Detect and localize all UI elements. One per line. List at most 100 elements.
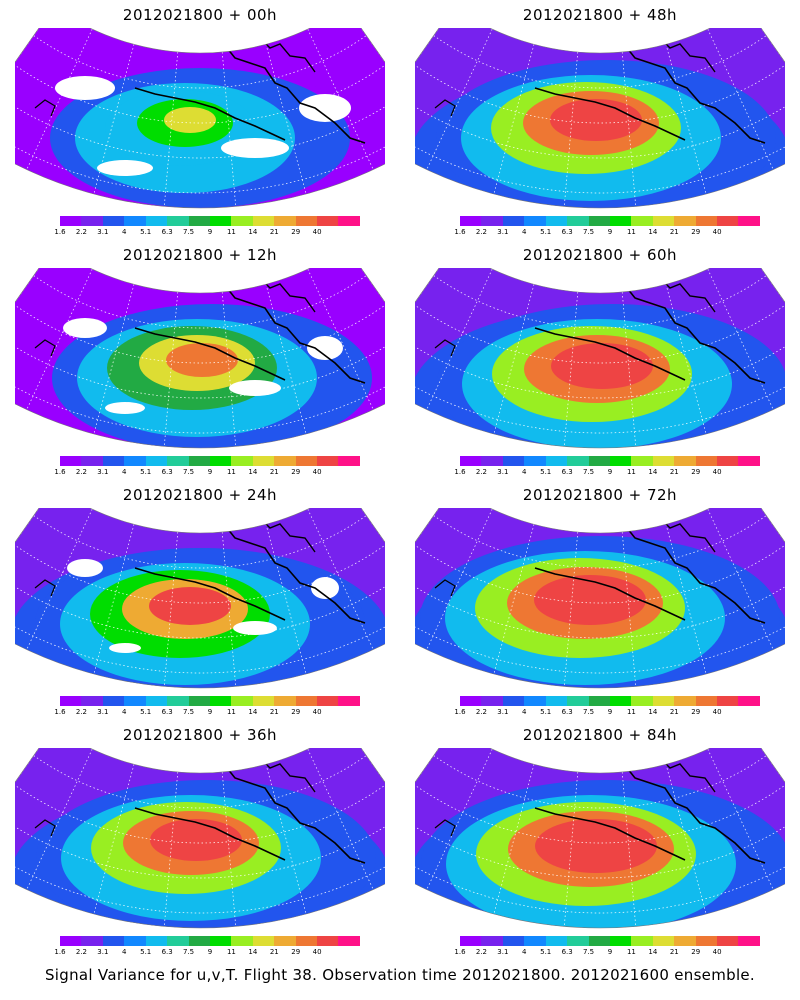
colorbar-tick-label: 6.3	[161, 468, 173, 476]
colorbar-tick-label: 14	[248, 228, 258, 236]
colorbar-tick-label: 29	[291, 228, 301, 236]
colorbar-tick-label: 6.3	[161, 948, 173, 956]
colorbar-swatch	[460, 696, 482, 706]
colorbar-swatch	[545, 696, 568, 706]
colorbar-swatch	[81, 936, 103, 946]
colorbar-tick-label: 11	[626, 468, 636, 476]
colorbar-tick-label: 11	[226, 468, 236, 476]
colorbar-tick-label: 5.1	[540, 228, 552, 236]
colorbar-tick-label: 6.3	[561, 228, 573, 236]
panel-title: 2012021800 + 48h	[522, 6, 678, 24]
map-panel-72h: 2012021800 + 72h 1.6 2.2 3.1 4 5.1 6.3 7.5 9 11 1…	[400, 480, 800, 720]
map-panel-36h: 2012021800 + 36h 1.6 2.2 3.1 4 5.1 6.3 7.5 9 11 1…	[0, 720, 400, 960]
colorbar-swatch	[102, 696, 125, 706]
colorbar-swatch	[609, 936, 632, 946]
colorbar-swatch	[124, 936, 146, 946]
colorbar-swatch	[124, 456, 146, 466]
colorbar-tick-label: 2.2	[75, 708, 87, 716]
colorbar-swatch	[167, 216, 189, 226]
colorbar-tick-label: 2.2	[75, 228, 87, 236]
colorbar-labels: 1.6 2.2 3.1 4 5.1 6.3 7.5 9 11 14 21 29 40	[54, 708, 360, 718]
colorbar-tick-label: 7.5	[182, 948, 195, 956]
colorbar-swatch	[145, 696, 168, 706]
colorbar-swatch	[717, 456, 739, 466]
colorbar-swatch	[60, 456, 82, 466]
colorbar-tick-label: 21	[669, 948, 679, 956]
colorbar-swatch	[674, 936, 696, 946]
colorbar-swatch	[695, 216, 718, 226]
colorbar-tick-label: 40	[712, 468, 722, 476]
colorbar-tick-label: 5.1	[140, 228, 152, 236]
colorbar-swatch	[524, 696, 546, 706]
colorbar-swatch	[567, 936, 589, 946]
map-panel-24h: 2012021800 + 24h 1.6 2.2 3.1 4 5.1 6.3 7.5 9 11 1…	[0, 480, 400, 720]
panel-title: 2012021800 + 72h	[522, 486, 678, 504]
colorbar-swatch	[167, 936, 189, 946]
colorbar-swatch	[60, 696, 82, 706]
colorbar-swatch	[209, 696, 232, 706]
colorbar-tick-label: 11	[626, 708, 636, 716]
colorbar-tick-label: 2.2	[475, 468, 487, 476]
colorbar-labels: 1.6 2.2 3.1 4 5.1 6.3 7.5 9 11 14 21 29 40	[454, 228, 760, 238]
colorbar-tick-label: 7.5	[182, 228, 195, 236]
colorbar-swatch	[631, 696, 653, 706]
colorbar-tick-label: 29	[691, 708, 701, 716]
colorbar-tick-label: 5.1	[540, 708, 552, 716]
colorbar-swatch	[588, 216, 610, 226]
map-field	[415, 28, 785, 209]
colorbar-tick-label: 5.1	[140, 708, 152, 716]
colorbar	[60, 696, 360, 706]
colorbar-tick-label: 14	[248, 708, 258, 716]
colorbar-swatch	[609, 216, 632, 226]
colorbar-swatch	[695, 456, 718, 466]
colorbar-tick-label: 14	[648, 948, 658, 956]
colorbar-tick-label: 40	[312, 708, 322, 716]
colorbar-swatch	[717, 936, 739, 946]
panel-title: 2012021800 + 24h	[122, 486, 278, 504]
colorbar-swatch	[60, 216, 82, 226]
colorbar-tick-label: 4	[522, 228, 527, 236]
colorbar-tick-label: 2.2	[475, 708, 487, 716]
colorbar-tick-label: 11	[226, 228, 236, 236]
colorbar-swatch	[231, 696, 253, 706]
figure-caption: Signal Variance for u,v,T. Flight 38. Ob…	[44, 966, 756, 984]
colorbar-labels: 1.6 2.2 3.1 4 5.1 6.3 7.5 9 11 14 21 29 40	[54, 228, 360, 238]
colorbar-swatch	[274, 696, 296, 706]
colorbar-swatch	[188, 936, 210, 946]
colorbar-swatch	[652, 456, 675, 466]
colorbar-tick-label: 11	[226, 948, 236, 956]
map-field	[15, 508, 385, 689]
colorbar-tick-label: 14	[648, 468, 658, 476]
colorbar-tick-label: 1.6	[454, 228, 466, 236]
colorbar-tick-label: 2.2	[75, 468, 87, 476]
colorbar-swatch	[231, 216, 253, 226]
colorbar-tick-label: 7.5	[582, 228, 595, 236]
map-field	[415, 748, 785, 929]
panel-title: 2012021800 + 60h	[522, 246, 678, 264]
colorbar-swatch	[295, 936, 318, 946]
colorbar-swatch	[274, 456, 296, 466]
colorbar	[60, 216, 360, 226]
colorbar-tick-label: 29	[291, 948, 301, 956]
colorbar-swatch	[252, 936, 275, 946]
map-field	[15, 748, 385, 929]
colorbar-tick-label: 40	[712, 948, 722, 956]
colorbar-swatch	[102, 216, 125, 226]
colorbar-swatch	[481, 936, 503, 946]
colorbar-swatch	[295, 456, 318, 466]
colorbar-tick-label: 5.1	[140, 468, 152, 476]
colorbar-tick-label: 1.6	[454, 948, 466, 956]
colorbar-swatch	[481, 216, 503, 226]
colorbar-swatch	[631, 456, 653, 466]
colorbar-tick-label: 6.3	[161, 228, 173, 236]
colorbar-swatch	[609, 456, 632, 466]
colorbar-tick-label: 11	[626, 948, 636, 956]
colorbar-swatch	[524, 456, 546, 466]
colorbar-swatch	[338, 936, 360, 946]
colorbar-swatch	[102, 936, 125, 946]
colorbar-tick-label: 40	[712, 708, 722, 716]
colorbar-tick-label: 21	[269, 708, 279, 716]
colorbar-swatch	[652, 936, 675, 946]
colorbar-tick-label: 21	[669, 708, 679, 716]
colorbar-tick-label: 14	[248, 468, 258, 476]
